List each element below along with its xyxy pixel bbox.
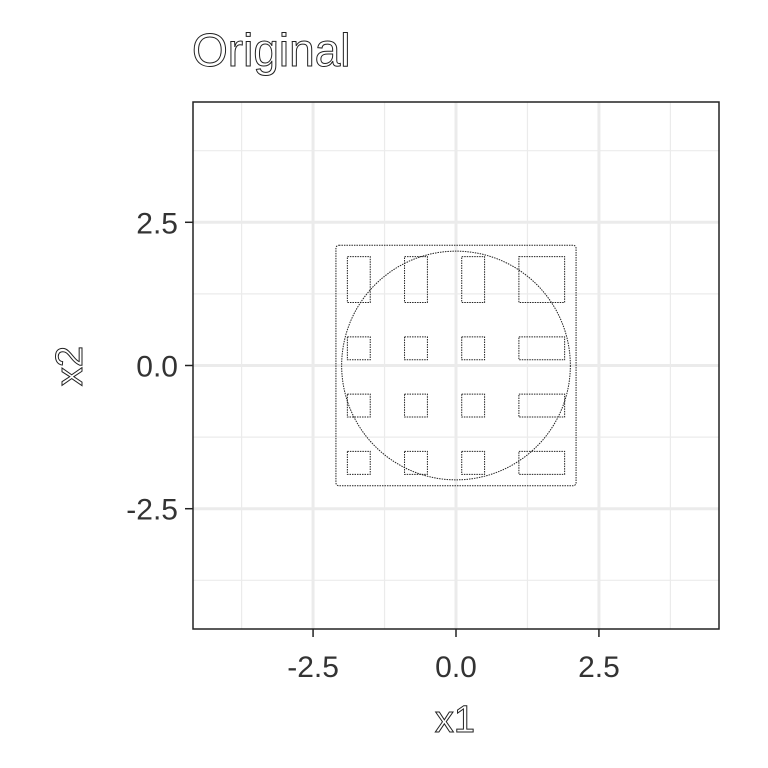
x-tick-label: 2.5	[578, 651, 620, 684]
lattice-cell	[346, 450, 371, 475]
x-axis-label: x1	[435, 699, 475, 741]
square-frame	[335, 244, 577, 487]
lattice-cell	[461, 450, 486, 475]
lattice-cell	[518, 393, 566, 418]
y-axis-label: x2	[49, 346, 91, 386]
y-tick-label: 0.0	[136, 351, 178, 384]
lattice-cell	[404, 336, 428, 361]
data-marks	[335, 244, 577, 487]
lattice-cell	[461, 393, 486, 418]
y-tick-label: -2.5	[126, 494, 178, 527]
lattice-cell	[461, 256, 486, 303]
grid-lines	[193, 102, 719, 629]
lattice-cell	[518, 336, 566, 361]
lattice-cell	[346, 336, 371, 361]
lattice-cell	[404, 256, 428, 303]
lattice-cell	[518, 450, 566, 475]
lattice-cell	[404, 393, 428, 418]
lattice-cell	[461, 336, 486, 361]
x-tick-label: 0.0	[435, 651, 477, 684]
x-tick-label: -2.5	[287, 651, 339, 684]
axes: -2.5 0.0 2.5 -2.5 0.0 2.5	[126, 207, 619, 684]
circle-outline	[341, 250, 571, 481]
chart-title: Original	[192, 24, 351, 76]
lattice-cell	[518, 256, 566, 303]
lattice-cell	[346, 256, 371, 303]
y-tick-label: 2.5	[136, 207, 178, 240]
lattice-cell	[346, 393, 371, 418]
lattice-cell	[404, 450, 428, 475]
